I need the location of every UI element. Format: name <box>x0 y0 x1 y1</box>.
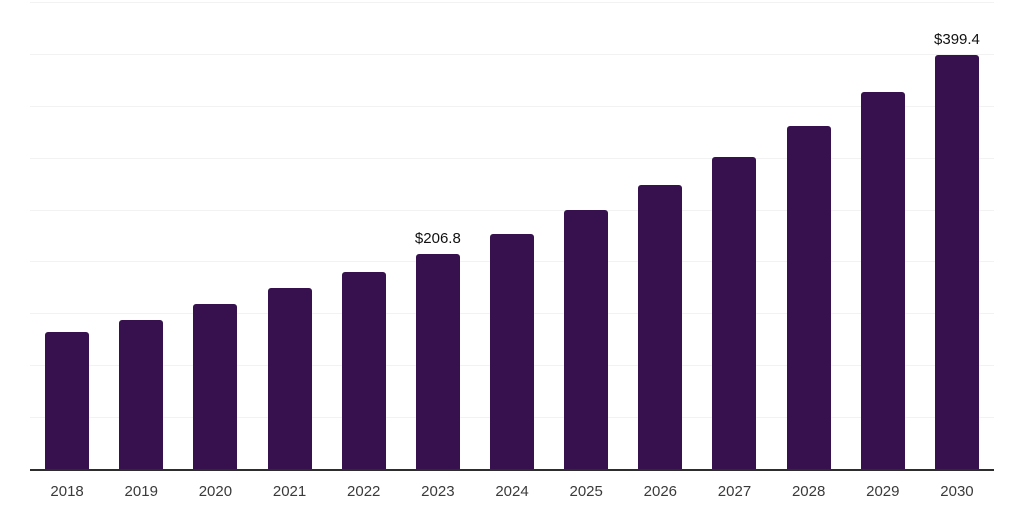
bar-2029 <box>860 91 905 469</box>
x-tick-2029: 2029 <box>866 483 900 500</box>
plot-area: $206.8 $399.4 <box>30 2 994 471</box>
x-tick-2024: 2024 <box>495 483 529 500</box>
x-tick-2028: 2028 <box>791 483 826 500</box>
bar-2025 <box>564 210 609 469</box>
bar-value-label-2030: $399.4 <box>934 30 980 48</box>
x-tick-2018: 2018 <box>50 483 84 500</box>
bar-slot-2018 <box>30 2 104 469</box>
bar-slot-2027 <box>697 2 771 469</box>
bar-slot-2019 <box>104 2 178 469</box>
bar-slot-2026 <box>623 2 697 469</box>
bar-slot-2029 <box>846 2 920 469</box>
bar-slot-2030: $399.4 <box>920 2 994 469</box>
x-tick-2030: 2030 <box>940 483 974 500</box>
bar-slot-2023: $206.8 <box>401 2 475 469</box>
x-tick-2025: 2025 <box>569 483 603 500</box>
bar-2019 <box>119 319 164 469</box>
x-tick-2027: 2027 <box>717 483 752 500</box>
bar-slot-2021 <box>252 2 326 469</box>
x-axis-labels: 2018 2019 2020 2021 2022 2023 2024 2025 2026 2027… <box>30 482 994 502</box>
bar-value-label-2023: $206.8 <box>414 230 461 248</box>
bar-slot-2024 <box>475 2 549 469</box>
x-tick-2021: 2021 <box>272 483 307 500</box>
x-tick-2020: 2020 <box>198 483 233 500</box>
x-tick-2023: 2023 <box>421 483 455 500</box>
x-tick-2026: 2026 <box>643 483 678 500</box>
bar-slot-2028 <box>772 2 846 469</box>
bar-slot-2022 <box>327 2 401 469</box>
bar-slot-2020 <box>178 2 252 469</box>
bar-2018 <box>45 331 90 469</box>
bar-2022 <box>341 272 386 469</box>
bar-2020 <box>193 303 238 469</box>
bar-2028 <box>786 126 831 469</box>
bar-slot-2025 <box>549 2 623 469</box>
bar-2024 <box>490 233 535 469</box>
bar-2027 <box>712 156 757 469</box>
bar-2021 <box>267 287 312 469</box>
x-tick-2019: 2019 <box>124 483 158 500</box>
bar-2026 <box>638 185 683 469</box>
bar-2030: $399.4 <box>934 31 980 469</box>
x-tick-2022: 2022 <box>347 483 381 500</box>
bar-2023: $206.8 <box>415 230 461 469</box>
